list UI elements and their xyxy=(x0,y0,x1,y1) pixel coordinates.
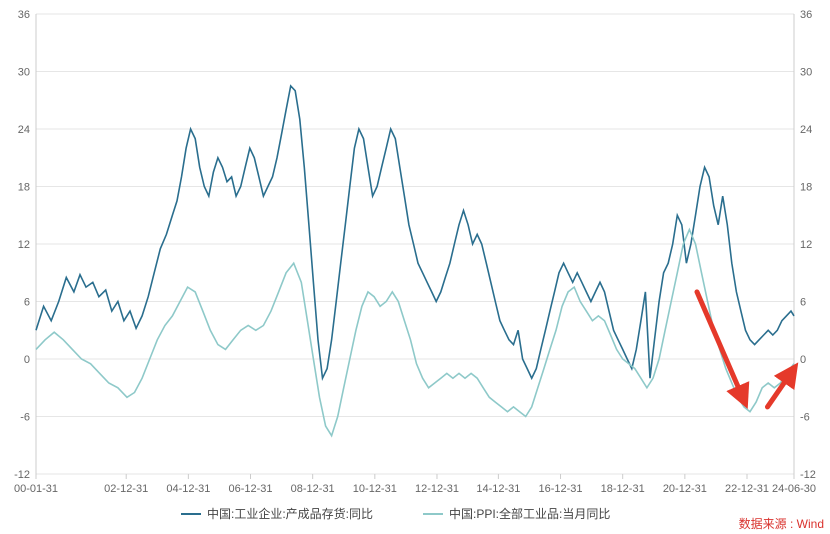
chart-container: -12 -12 -6 -6 0 0 6 6 12 12 18 18 24 24 30 30 36 36 00-01-… xyxy=(0,0,830,534)
chart-svg: -12 -12 -6 -6 0 0 6 6 12 12 18 18 24 24 30 30 36 36 00-01-… xyxy=(0,0,830,534)
x-tick-label: 00-01-31 xyxy=(14,483,58,495)
y-tick-label-left: 36 xyxy=(18,9,30,21)
y-tick-label-right: 30 xyxy=(800,67,812,79)
y-tick-label-left: 0 xyxy=(24,354,30,366)
x-tick-label: 20-12-31 xyxy=(663,483,707,495)
y-tick-label-left: 18 xyxy=(18,182,30,194)
x-tick-label: 24-06-30 xyxy=(772,483,816,495)
y-tick-label-right: -6 xyxy=(800,412,810,424)
y-tick-label-left: 6 xyxy=(24,297,30,309)
x-tick-label: 10-12-31 xyxy=(353,483,397,495)
y-tick-label-right: 6 xyxy=(800,297,806,309)
y-tick-label-right: 36 xyxy=(800,9,812,21)
x-tick-label: 06-12-31 xyxy=(228,483,272,495)
y-tick-label-left: 30 xyxy=(18,67,30,79)
x-tick-label: 14-12-31 xyxy=(476,483,520,495)
x-tick-label: 08-12-31 xyxy=(291,483,335,495)
x-tick-label: 18-12-31 xyxy=(601,483,645,495)
x-tick-label: 02-12-31 xyxy=(104,483,148,495)
y-tick-label-left: -6 xyxy=(20,412,30,424)
y-tick-label-left: 12 xyxy=(18,239,30,251)
y-tick-label-left: -12 xyxy=(14,469,30,481)
y-tick-label-right: 0 xyxy=(800,354,806,366)
x-tick-label: 16-12-31 xyxy=(539,483,583,495)
y-tick-label-right: 18 xyxy=(800,182,812,194)
legend-label: 中国:工业企业:产成品存货:同比 xyxy=(207,506,373,521)
legend-label: 中国:PPI:全部工业品:当月同比 xyxy=(449,506,610,521)
y-tick-label-right: 12 xyxy=(800,239,812,251)
source-label: 数据来源 : Wind xyxy=(739,516,824,531)
x-tick-label: 22-12-31 xyxy=(725,483,769,495)
y-tick-label-left: 24 xyxy=(18,124,30,136)
y-tick-label-right: -12 xyxy=(800,469,816,481)
x-tick-label: 12-12-31 xyxy=(415,483,459,495)
y-tick-label-right: 24 xyxy=(800,124,812,136)
x-tick-label: 04-12-31 xyxy=(166,483,210,495)
